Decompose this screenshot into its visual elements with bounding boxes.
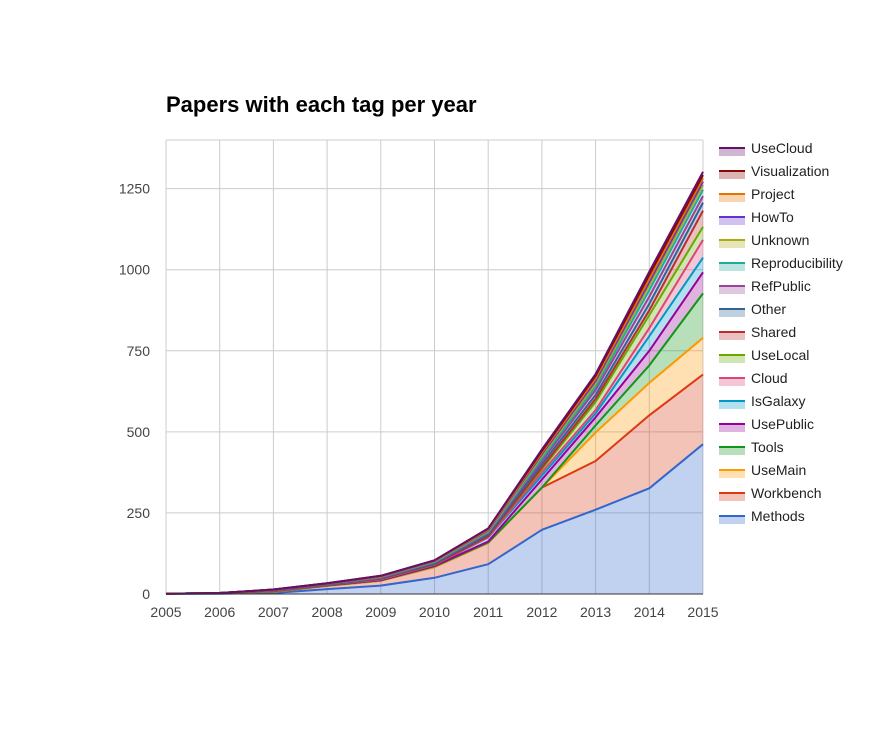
x-tick-label: 2010	[419, 604, 450, 620]
legend-swatch	[719, 171, 745, 179]
legend-swatch	[719, 286, 745, 294]
legend-swatch	[719, 309, 745, 317]
legend-item-uselocal[interactable]: UseLocal	[719, 347, 809, 363]
legend-label: UseCloud	[751, 140, 812, 156]
x-tick-label: 2006	[204, 604, 235, 620]
x-tick-label: 2015	[687, 604, 718, 620]
legend-label: IsGalaxy	[751, 393, 805, 409]
legend-label: Reproducibility	[751, 255, 843, 271]
legend: UseCloud Visualization Project HowTo Unknown…	[719, 140, 843, 524]
y-tick-label: 500	[127, 424, 151, 440]
legend-swatch	[719, 516, 745, 524]
legend-label: Project	[751, 186, 795, 202]
legend-label: Shared	[751, 324, 796, 340]
legend-item-reproducibility[interactable]: Reproducibility	[719, 255, 843, 271]
legend-swatch	[719, 355, 745, 363]
legend-swatch	[719, 148, 745, 156]
legend-swatch	[719, 332, 745, 340]
legend-item-methods[interactable]: Methods	[719, 508, 805, 524]
y-tick-label: 1250	[119, 181, 150, 197]
legend-item-howto[interactable]: HowTo	[719, 209, 794, 225]
legend-item-project[interactable]: Project	[719, 186, 795, 202]
x-tick-label: 2008	[312, 604, 343, 620]
x-tick-label: 2014	[634, 604, 665, 620]
legend-swatch	[719, 493, 745, 501]
legend-swatch	[719, 240, 745, 248]
legend-swatch	[719, 194, 745, 202]
legend-label: UseMain	[751, 462, 806, 478]
legend-item-cloud[interactable]: Cloud	[719, 370, 788, 386]
legend-swatch	[719, 217, 745, 225]
legend-label: UseLocal	[751, 347, 809, 363]
legend-item-usemain[interactable]: UseMain	[719, 462, 806, 478]
legend-item-visualization[interactable]: Visualization	[719, 163, 829, 179]
legend-label: Methods	[751, 508, 805, 524]
legend-item-usepublic[interactable]: UsePublic	[719, 416, 814, 432]
legend-label: HowTo	[751, 209, 794, 225]
legend-item-refpublic[interactable]: RefPublic	[719, 278, 811, 294]
legend-item-usecloud[interactable]: UseCloud	[719, 140, 812, 156]
legend-label: Visualization	[751, 163, 829, 179]
legend-label: Other	[751, 301, 786, 317]
y-tick-label: 1000	[119, 262, 150, 278]
x-tick-label: 2011	[473, 604, 503, 620]
x-tick-label: 2005	[150, 604, 181, 620]
x-tick-label: 2013	[580, 604, 611, 620]
x-tick-label: 2012	[526, 604, 557, 620]
legend-item-shared[interactable]: Shared	[719, 324, 796, 340]
legend-swatch	[719, 263, 745, 271]
legend-label: Cloud	[751, 370, 788, 386]
legend-swatch	[719, 424, 745, 432]
legend-item-tools[interactable]: Tools	[719, 439, 784, 455]
legend-swatch	[719, 470, 745, 478]
legend-swatch	[719, 401, 745, 409]
y-tick-label: 0	[142, 586, 150, 602]
x-tick-label: 2007	[258, 604, 289, 620]
x-tick-label: 2009	[365, 604, 396, 620]
legend-label: UsePublic	[751, 416, 814, 432]
legend-label: RefPublic	[751, 278, 811, 294]
legend-item-other[interactable]: Other	[719, 301, 786, 317]
legend-label: Workbench	[751, 485, 822, 501]
legend-label: Unknown	[751, 232, 809, 248]
y-tick-label: 750	[127, 343, 151, 359]
legend-swatch	[719, 378, 745, 386]
legend-item-unknown[interactable]: Unknown	[719, 232, 809, 248]
legend-item-workbench[interactable]: Workbench	[719, 485, 822, 501]
legend-item-isgalaxy[interactable]: IsGalaxy	[719, 393, 805, 409]
chart-title: Papers with each tag per year	[166, 92, 477, 117]
legend-swatch	[719, 447, 745, 455]
y-tick-label: 250	[127, 505, 151, 521]
legend-label: Tools	[751, 439, 784, 455]
